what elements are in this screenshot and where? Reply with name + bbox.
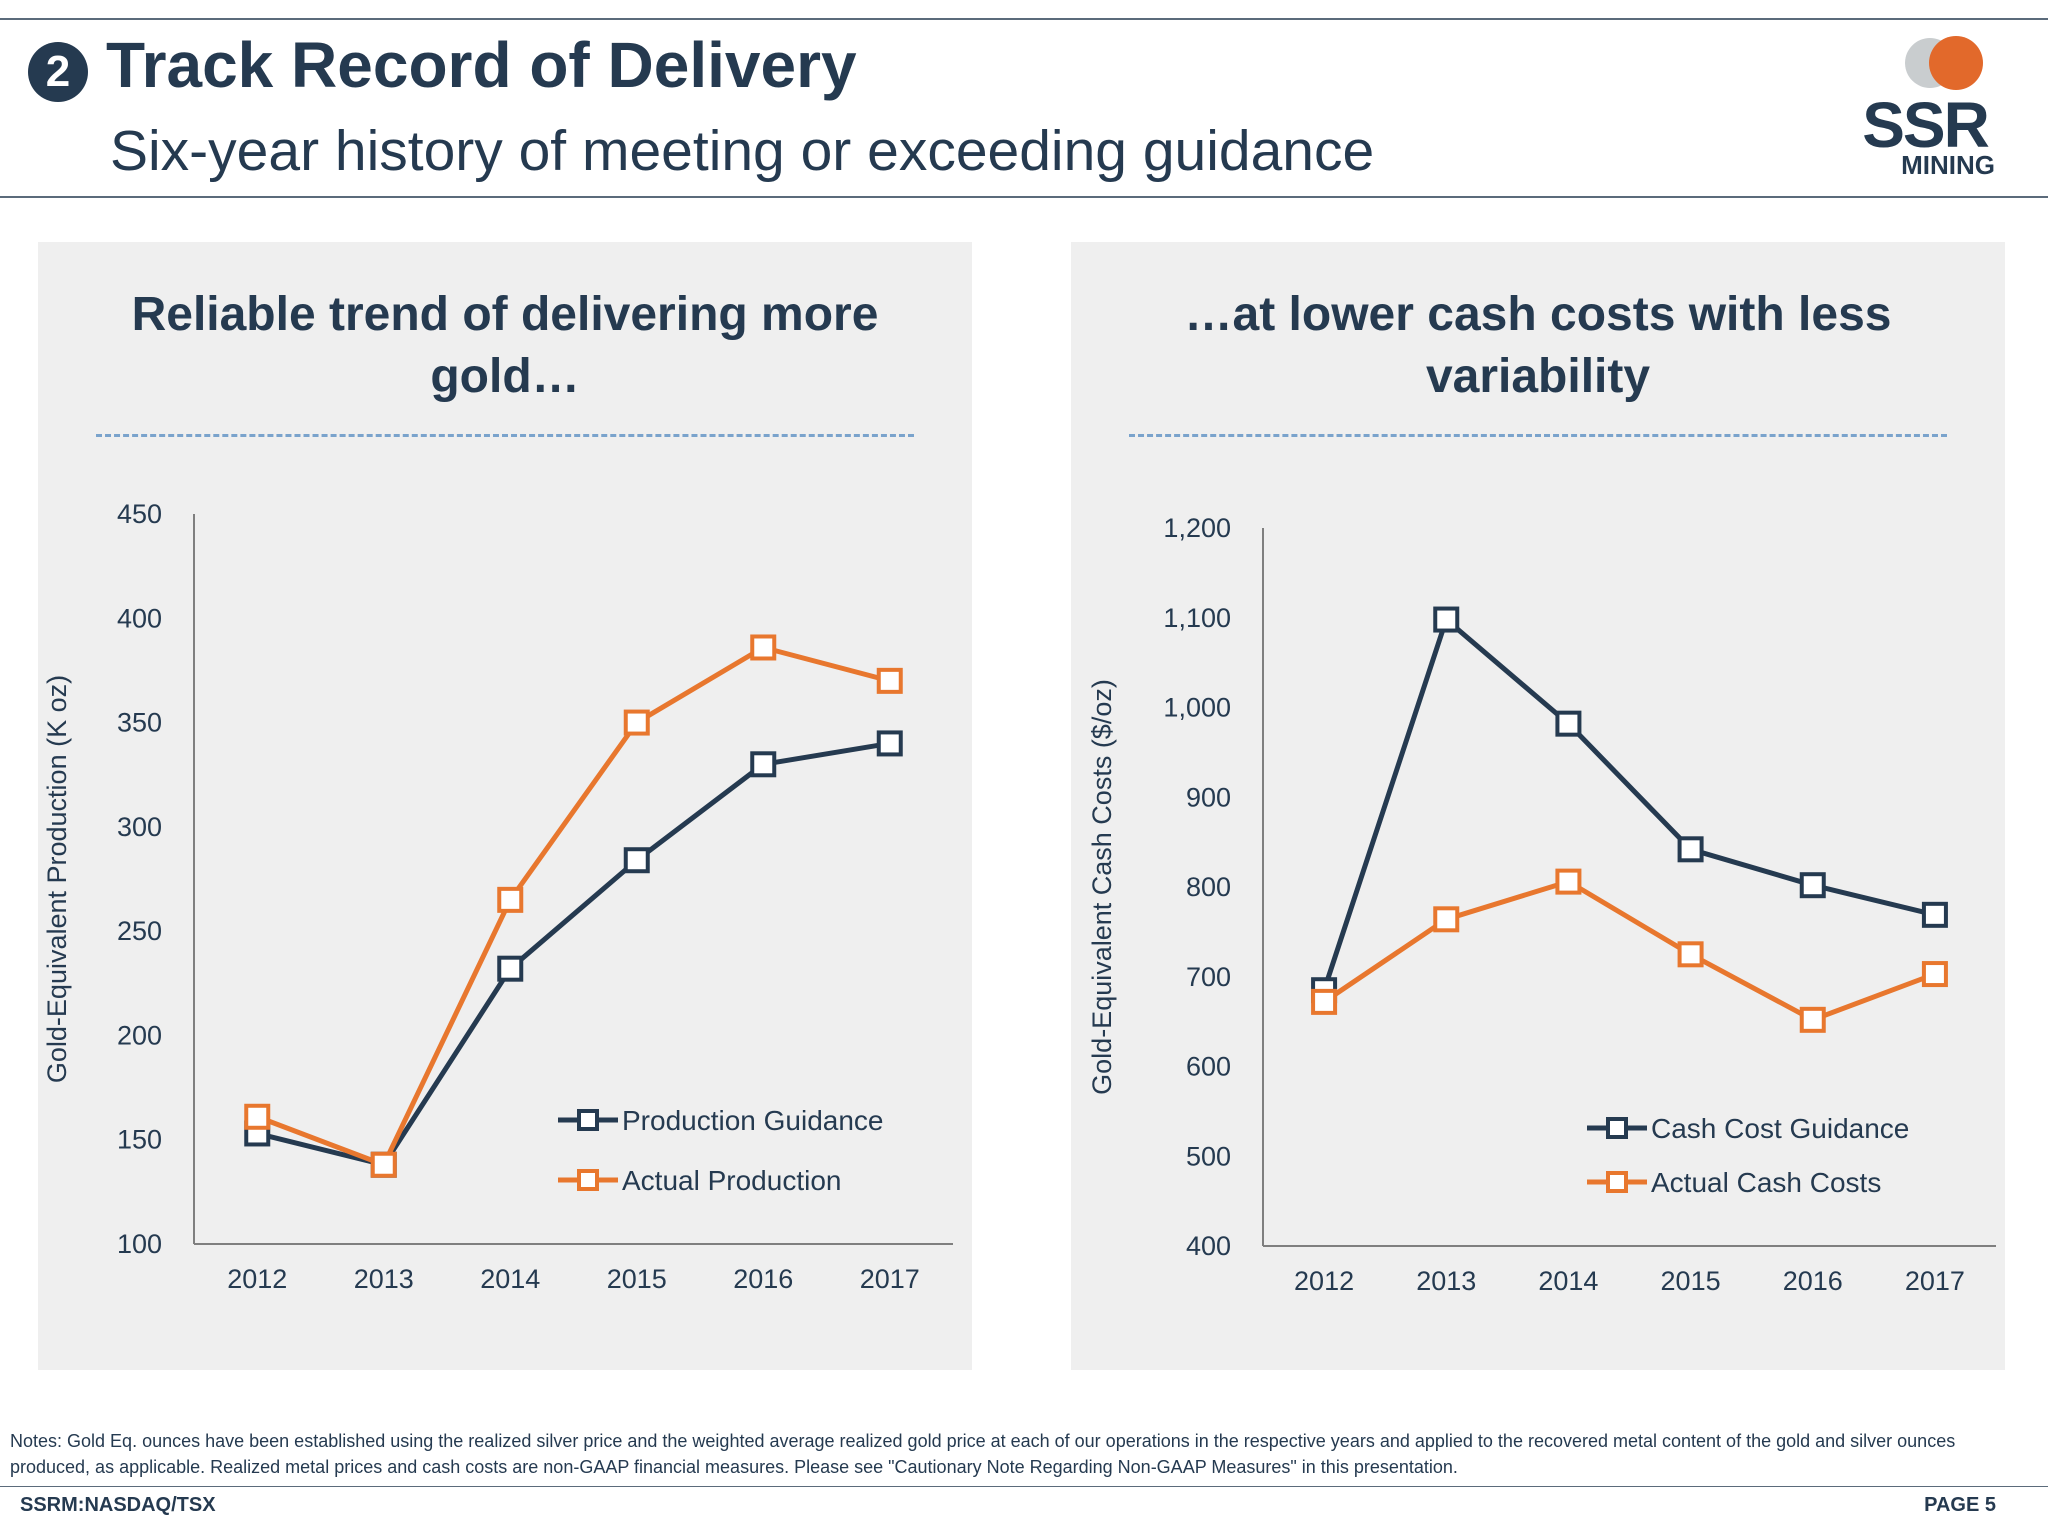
footnote: Notes: Gold Eq. ounces have been establi… xyxy=(10,1431,1956,1477)
page-subtitle: Six-year history of meeting or exceeding… xyxy=(110,119,1375,183)
y-tick-label: 900 xyxy=(1186,782,1231,812)
production-panel: Reliable trend of delivering more gold… … xyxy=(38,242,972,1370)
data-point-marker xyxy=(876,667,903,694)
legend-label: Cash Cost Guidance xyxy=(1651,1113,1909,1144)
y-tick-label: 1,100 xyxy=(1163,603,1231,633)
data-point-marker xyxy=(497,886,524,913)
logo-ssr-text: SSR xyxy=(1862,89,1990,161)
cash-cost-title-divider xyxy=(1129,434,1947,437)
y-axis-label: Gold-Equivalent Production (K oz) xyxy=(42,675,72,1083)
legend-marker xyxy=(577,1109,599,1131)
logo-orange-circle xyxy=(1929,36,1983,90)
data-point-marker xyxy=(1311,988,1338,1015)
x-tick-label: 2017 xyxy=(860,1264,920,1294)
data-point-marker xyxy=(1921,901,1948,928)
data-point-marker xyxy=(1799,872,1826,899)
data-point-marker xyxy=(623,847,650,874)
data-point-marker xyxy=(1433,906,1460,933)
y-tick-label: 600 xyxy=(1186,1052,1231,1082)
series-line-actual xyxy=(256,644,891,1168)
data-point-marker xyxy=(244,1103,271,1130)
production-chart-title: Reliable trend of delivering more gold… xyxy=(131,288,879,403)
data-point-marker xyxy=(1921,961,1948,988)
data-point-marker xyxy=(750,634,777,661)
series-line-guidance xyxy=(256,740,891,1168)
x-tick-label: 2016 xyxy=(733,1264,793,1294)
y-tick-label: 1,000 xyxy=(1163,693,1231,723)
y-tick-label: 250 xyxy=(117,916,162,946)
y-tick-label: 300 xyxy=(117,812,162,842)
data-point-marker xyxy=(623,709,650,736)
y-tick-label: 500 xyxy=(1186,1141,1231,1171)
legend-label: Actual Cash Costs xyxy=(1651,1167,1881,1198)
y-tick-label: 800 xyxy=(1186,872,1231,902)
series-line-guidance xyxy=(1321,617,1936,991)
page-number: PAGE 5 xyxy=(1924,1494,1996,1516)
cash-cost-chart: 400 500 600 700 800 900 1,000 1,100 1,200 2012 201… xyxy=(1087,513,1996,1296)
legend-label: Production Guidance xyxy=(622,1105,884,1136)
ssr-mining-logo: SSR MINING xyxy=(1855,30,2005,180)
data-point-marker xyxy=(497,955,524,982)
legend-marker xyxy=(1606,1117,1628,1139)
cash-cost-chart-title: …at lower cash costs with less variabili… xyxy=(1184,288,1892,403)
data-point-marker xyxy=(370,1151,397,1178)
x-tick-label: 2015 xyxy=(1661,1266,1721,1296)
page-title: Track Record of Delivery xyxy=(106,29,857,101)
production-chart: 100 150 200 250 300 350 400 450 2012 2013 2014 2015… xyxy=(42,499,953,1294)
y-tick-label: 450 xyxy=(117,499,162,529)
top-rule xyxy=(0,18,2048,20)
section-number-badge: 2 xyxy=(28,42,88,102)
data-point-marker xyxy=(1433,606,1460,633)
y-tick-label: 200 xyxy=(117,1020,162,1050)
x-tick-label: 2012 xyxy=(1294,1266,1354,1296)
data-point-marker xyxy=(750,751,777,778)
data-point-marker xyxy=(876,730,903,757)
data-point-marker xyxy=(1677,941,1704,968)
y-tick-label: 150 xyxy=(117,1125,162,1155)
data-point-marker xyxy=(1677,836,1704,863)
x-tick-label: 2015 xyxy=(607,1264,667,1294)
x-tick-label: 2014 xyxy=(1538,1266,1598,1296)
y-tick-label: 400 xyxy=(1186,1231,1231,1261)
x-tick-label: 2013 xyxy=(1416,1266,1476,1296)
production-title-divider xyxy=(96,434,914,437)
cash-cost-panel: …at lower cash costs with less variabili… xyxy=(1071,242,2005,1370)
x-tick-label: 2014 xyxy=(480,1264,540,1294)
y-tick-label: 1,200 xyxy=(1163,513,1231,543)
legend-marker xyxy=(577,1169,599,1191)
data-point-marker xyxy=(1799,1006,1826,1033)
y-tick-label: 350 xyxy=(117,708,162,738)
data-point-marker xyxy=(1555,868,1582,895)
x-tick-label: 2013 xyxy=(354,1264,414,1294)
legend-label: Actual Production xyxy=(622,1165,841,1196)
logo-mining-text: MINING xyxy=(1901,150,1995,180)
y-tick-label: 700 xyxy=(1186,962,1231,992)
series-line-actual xyxy=(1322,879,1936,1023)
y-tick-label: 400 xyxy=(117,603,162,633)
x-tick-label: 2016 xyxy=(1783,1266,1843,1296)
header-rule xyxy=(0,196,2048,198)
legend-marker xyxy=(1606,1171,1628,1193)
data-point-marker xyxy=(1555,710,1582,737)
x-tick-label: 2017 xyxy=(1905,1266,1965,1296)
x-tick-label: 2012 xyxy=(227,1264,287,1294)
y-tick-label: 100 xyxy=(117,1229,162,1259)
footer-rule xyxy=(0,1486,2048,1487)
ticker-label: SSRM:NASDAQ/TSX xyxy=(20,1494,216,1516)
y-axis-label: Gold-Equivalent Cash Costs ($/oz) xyxy=(1087,679,1117,1095)
